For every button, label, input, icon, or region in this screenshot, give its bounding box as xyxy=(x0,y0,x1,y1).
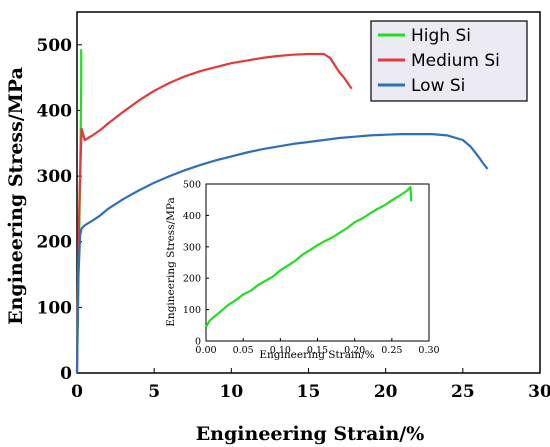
main-x-tick-label: 10 xyxy=(219,382,243,402)
legend-label-low-si: Low Si xyxy=(411,76,465,96)
legend-label-high-si: High Si xyxy=(411,26,471,46)
inset-y-tick-label: 500 xyxy=(183,180,201,191)
main-x-tick-label: 5 xyxy=(148,382,160,402)
inset-y-tick-label: 300 xyxy=(183,242,201,253)
x-axis-title: Engineering Strain/% xyxy=(196,423,425,445)
main-x-tick-label: 20 xyxy=(374,382,398,402)
inset-y-tick-label: 200 xyxy=(183,274,201,285)
main-x-tick-label: 25 xyxy=(451,382,475,402)
inset-plot-frame xyxy=(205,183,430,342)
main-x-tick-label: 0 xyxy=(71,382,83,402)
main-series-lines xyxy=(75,48,489,374)
main-y-tick-label: 500 xyxy=(37,36,73,56)
inset-y-axis-title: Engineering Stress/MPa xyxy=(165,197,177,326)
inset-x-tick-label: 0.15 xyxy=(307,345,328,356)
main-y-tick-label: 0 xyxy=(60,364,72,384)
main-line-medium-si xyxy=(75,52,353,374)
inset-y-tick-label: 100 xyxy=(183,305,201,316)
main-x-tick-label: 30 xyxy=(528,382,550,402)
inset-axis-ticks: 0.00 0.05 0.10 0.15 0.20 0.25 0.30 0 100 200 300 40… xyxy=(183,180,440,357)
inset-y-tick-label: 400 xyxy=(183,211,201,222)
main-y-tick-label: 200 xyxy=(37,233,73,253)
inset-x-tick-label: 0.00 xyxy=(195,345,216,356)
y-axis-title: Engineering Stress/MPa xyxy=(5,67,27,325)
inset-x-tick-label: 0.05 xyxy=(233,345,254,356)
main-y-tick-label: 400 xyxy=(37,101,73,121)
main-y-tick-label: 100 xyxy=(37,298,73,318)
inset-series-line xyxy=(205,186,413,328)
inset-y-tick-label: 0 xyxy=(195,337,201,348)
main-line-low-si xyxy=(75,133,489,374)
inset-x-tick-label: 0.30 xyxy=(418,345,439,356)
main-y-tick-label: 300 xyxy=(37,167,73,187)
inset-x-tick-label: 0.20 xyxy=(344,345,365,356)
main-x-tick-label: 15 xyxy=(297,382,321,402)
legend: High Si Medium Si Low Si xyxy=(370,20,528,102)
inset-x-axis-title: Engineering Strain/% xyxy=(259,349,374,361)
legend-label-medium-si: Medium Si xyxy=(411,51,500,71)
inset-x-tick-label: 0.10 xyxy=(270,345,291,356)
inset-line-series-0 xyxy=(205,186,413,328)
inset-x-tick-label: 0.25 xyxy=(381,345,402,356)
